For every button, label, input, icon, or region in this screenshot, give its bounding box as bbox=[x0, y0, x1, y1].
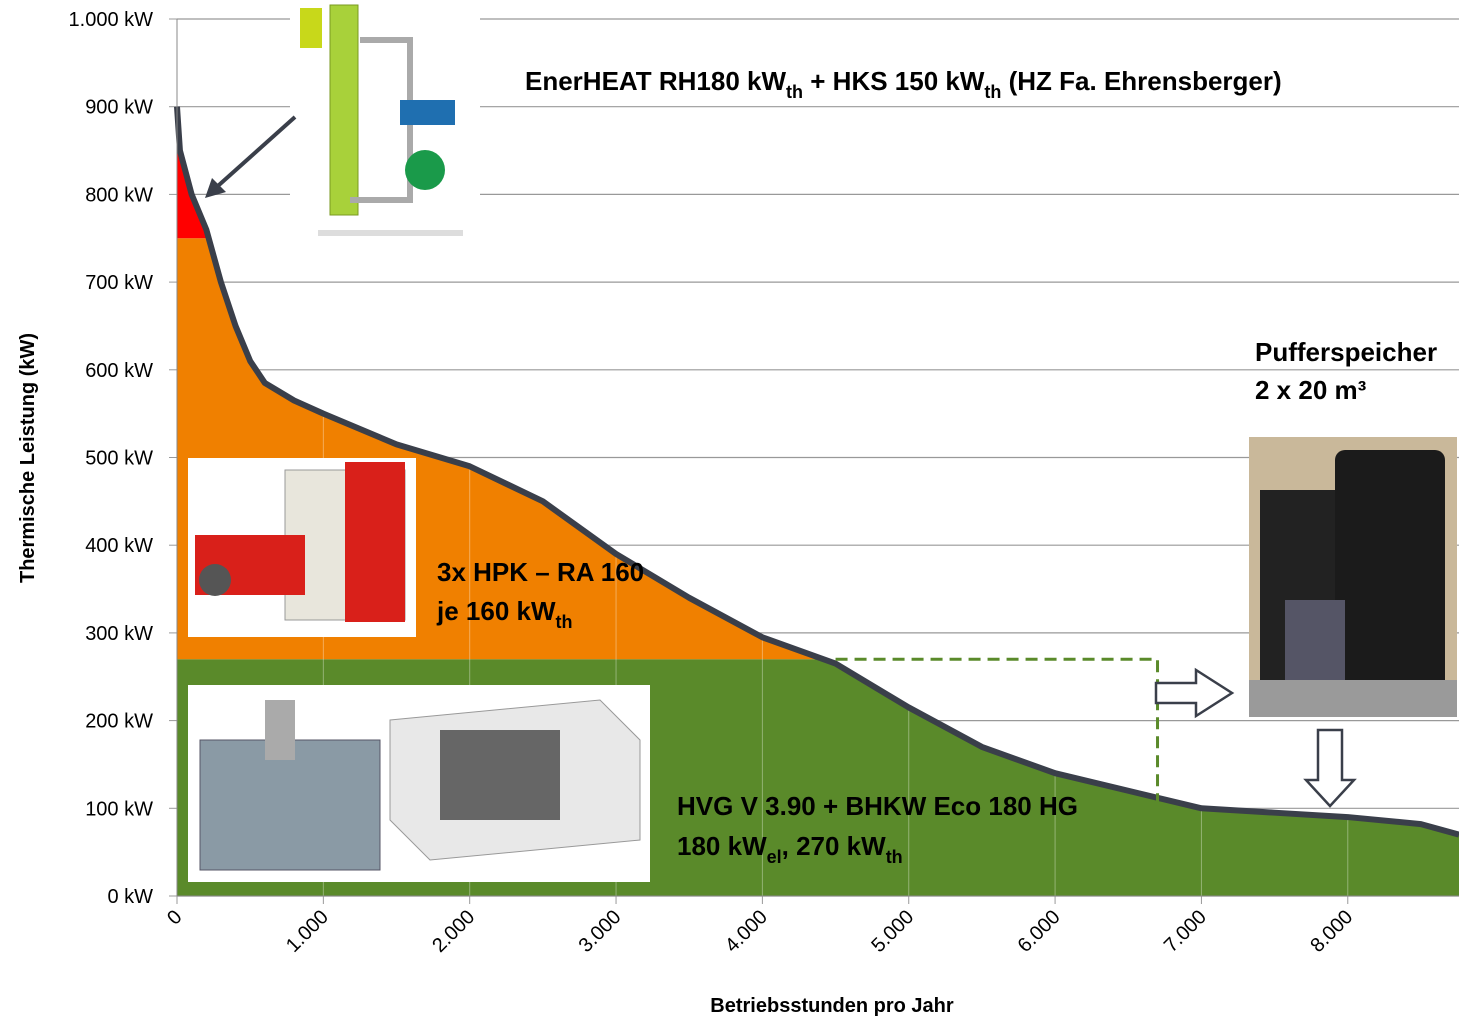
y-tick-label: 200 kW bbox=[85, 711, 153, 733]
annotation-part: EnerHEAT RH180 kW bbox=[525, 66, 786, 96]
annotation: je 160 kWth bbox=[436, 596, 573, 632]
y-tick-label: 1.000 kW bbox=[69, 9, 154, 31]
y-axis-label: Thermische Leistung (kW) bbox=[17, 333, 39, 583]
y-tick-label: 300 kW bbox=[85, 623, 153, 645]
annotation: HVG V 3.90 + BHKW Eco 180 HG bbox=[677, 791, 1078, 821]
annotation-part: 2 x 20 m³ bbox=[1255, 375, 1367, 405]
y-tick-label: 0 kW bbox=[107, 886, 153, 908]
buffer-picture bbox=[1249, 437, 1457, 717]
x-tick-label: 0 bbox=[163, 906, 186, 929]
annotation-part: (HZ Fa. Ehrensberger) bbox=[1001, 66, 1281, 96]
annotation: Pufferspeicher bbox=[1255, 337, 1437, 367]
annotation: 180 kWel, 270 kWth bbox=[677, 831, 903, 867]
annotation: 2 x 20 m³ bbox=[1255, 375, 1367, 405]
x-axis-label: Betriebsstunden pro Jahr bbox=[710, 995, 954, 1017]
annotation-part: th bbox=[786, 82, 803, 102]
annotation-part: th bbox=[556, 612, 573, 632]
annotation-part: + HKS 150 kW bbox=[803, 66, 985, 96]
x-tick-label: 7.000 bbox=[1160, 906, 1211, 957]
x-tick-label: 2.000 bbox=[428, 906, 479, 957]
hollow-arrow-down bbox=[1303, 728, 1357, 808]
gilles-picture bbox=[188, 458, 416, 637]
y-tick-label: 700 kW bbox=[85, 272, 153, 294]
pictures bbox=[188, 0, 1457, 882]
x-tick-label: 8.000 bbox=[1306, 906, 1357, 957]
x-tick-label: 6.000 bbox=[1014, 906, 1065, 957]
annotation-part: 180 kW bbox=[677, 831, 767, 861]
y-tick-label: 100 kW bbox=[85, 798, 153, 820]
y-tick-label: 800 kW bbox=[85, 184, 153, 206]
annotation: 3x HPK – RA 160 bbox=[437, 557, 644, 587]
load-curve bbox=[174, 106, 1459, 838]
y-tick-label: 400 kW bbox=[85, 535, 153, 557]
y-tick-label: 500 kW bbox=[85, 448, 153, 470]
annotation-part: th bbox=[886, 847, 903, 867]
x-tick-label: 4.000 bbox=[721, 906, 772, 957]
hvg-picture bbox=[188, 685, 650, 882]
annotation-part: 3x HPK – RA 160 bbox=[437, 557, 644, 587]
annotation-part: Pufferspeicher bbox=[1255, 337, 1437, 367]
x-tick-label: 3.000 bbox=[575, 906, 626, 957]
y-tick-label: 900 kW bbox=[85, 97, 153, 119]
arrow bbox=[208, 115, 297, 195]
x-tick-label: 5.000 bbox=[867, 906, 918, 957]
arrow-head bbox=[205, 178, 226, 198]
buffer-dashed-line bbox=[835, 657, 1160, 809]
enerheat-picture bbox=[290, 0, 480, 240]
annotation: EnerHEAT RH180 kWth + HKS 150 kWth (HZ F… bbox=[525, 66, 1282, 102]
annotation-part: HVG V 3.90 + BHKW Eco 180 HG bbox=[677, 791, 1078, 821]
annotation-part: el bbox=[767, 847, 782, 867]
hollow-arrow-right bbox=[1154, 667, 1235, 719]
annotation-part: je 160 kW bbox=[436, 596, 556, 626]
arrows bbox=[205, 115, 1357, 808]
annotation-part: th bbox=[984, 82, 1001, 102]
y-tick-label: 600 kW bbox=[85, 360, 153, 382]
annotation-part: , 270 kW bbox=[782, 831, 887, 861]
x-tick-label: 1.000 bbox=[282, 906, 333, 957]
